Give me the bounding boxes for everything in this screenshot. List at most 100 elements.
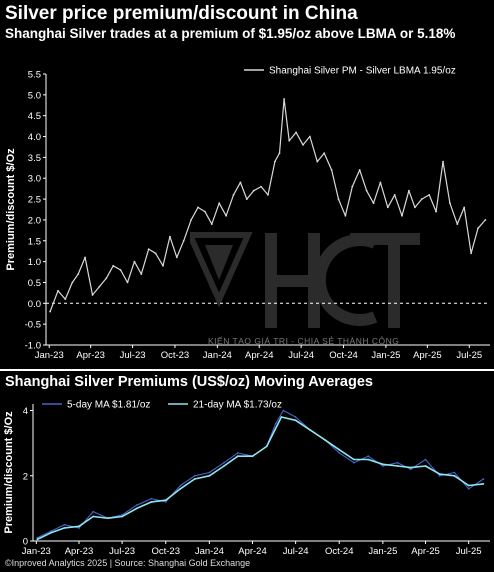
series-1-point xyxy=(36,536,39,539)
page-title: Silver price premium/discount in China xyxy=(5,3,358,24)
series-1-point xyxy=(50,530,52,533)
series-1-point xyxy=(225,214,228,217)
series-2-point xyxy=(467,484,470,487)
series-1-point xyxy=(218,202,221,205)
series-line-2 xyxy=(36,416,484,541)
series-1-point xyxy=(294,416,297,418)
series-2-point xyxy=(453,474,456,477)
series-1-point xyxy=(91,294,94,296)
series-1-point xyxy=(239,181,242,184)
series-2-point xyxy=(135,507,138,510)
series-2-point xyxy=(294,419,297,422)
source-footer: ©Inproved Analytics 2025 | Source: Shang… xyxy=(5,558,251,568)
x-tick-label: Oct-23 xyxy=(151,546,180,557)
series-2-point xyxy=(396,465,399,467)
series-2-point xyxy=(309,429,312,431)
legend-label: 5-day MA $1.81/oz xyxy=(67,400,150,411)
series-1-point xyxy=(282,409,285,412)
y-tick-label: 4.5 xyxy=(28,111,41,122)
x-tick-label: Jan-24 xyxy=(203,350,232,361)
series-2-point xyxy=(193,478,196,480)
series-1-point xyxy=(316,160,319,163)
series-1-point xyxy=(98,285,101,288)
series-2-point xyxy=(63,527,66,529)
x-tick-label: Oct-24 xyxy=(329,350,358,361)
series-1-point xyxy=(252,189,255,192)
series-1-point xyxy=(105,277,108,280)
series-1-point xyxy=(393,194,396,196)
series-1-point xyxy=(438,474,441,477)
x-tick-label: Jan-24 xyxy=(195,546,224,557)
series-2-point xyxy=(208,474,211,477)
series-1-point xyxy=(330,169,333,171)
series-2-point xyxy=(251,455,254,458)
x-tick-label: Jan-25 xyxy=(371,350,400,361)
premium-chart: -1.0 -0.5 0.0 0.5 1.0 1.5 2.0 2.5 3.0 3.5 4.0 4.5 5.… xyxy=(5,66,490,361)
series-1-point xyxy=(278,152,281,155)
x-tick-label: Jul-24 xyxy=(283,546,309,557)
series-1-point xyxy=(484,219,487,221)
y-axis-label: Premium/discount $/Oz xyxy=(3,411,15,534)
x-tick-label: Jul-23 xyxy=(109,546,135,557)
series-2-point xyxy=(179,487,182,490)
y-tick-label: 4 xyxy=(23,406,28,417)
y-tick-label: 2.5 xyxy=(28,195,41,206)
series-2-point xyxy=(223,465,225,467)
series-2-point xyxy=(121,515,123,518)
series-2-point xyxy=(424,465,427,467)
series-line-1 xyxy=(49,98,486,312)
x-tick-label: Jan-23 xyxy=(22,546,51,557)
series-1-point xyxy=(150,497,153,500)
watermark-tagline: KIẾN TẠO GIÁ TRỊ - CHIA SẺ THÀNH CÔNG xyxy=(208,336,400,346)
series-1-point xyxy=(353,461,355,464)
series-2-point xyxy=(367,458,370,461)
series-1-point xyxy=(190,219,193,221)
series-1-point xyxy=(204,210,206,213)
series-2-point xyxy=(36,538,39,541)
series-1-point xyxy=(323,152,326,155)
series-1-point xyxy=(302,144,304,146)
x-tick-label: Apr-24 xyxy=(238,546,267,557)
series-1-point xyxy=(365,189,368,192)
series-1-point xyxy=(92,510,95,513)
series-2-point xyxy=(353,458,355,461)
y-tick-label: 2.0 xyxy=(28,215,41,226)
series-2-point xyxy=(92,515,95,518)
series-1-point xyxy=(382,465,384,467)
hct-logo-icon xyxy=(190,232,420,328)
y-tick-label: 3.5 xyxy=(28,153,41,164)
series-1-point xyxy=(236,452,239,454)
series-1-point xyxy=(467,487,470,490)
series-2-point xyxy=(50,531,52,534)
x-tick-label: Apr-23 xyxy=(76,350,105,361)
series-1-point xyxy=(164,501,167,503)
series-2-point xyxy=(265,445,268,448)
y-tick-label: 2 xyxy=(23,471,28,482)
series-1-point xyxy=(337,198,340,201)
series-1-point xyxy=(435,210,437,213)
series-1-point xyxy=(482,478,485,480)
series-1-point xyxy=(309,135,311,138)
x-tick-label: Jul-23 xyxy=(120,350,146,361)
series-1-point xyxy=(245,198,248,201)
series-1-point xyxy=(442,160,444,163)
series-1-point xyxy=(267,194,269,196)
series-2-point xyxy=(324,439,326,441)
series-1-point xyxy=(470,252,472,255)
series-1-point xyxy=(379,181,382,184)
x-tick-label: Apr-25 xyxy=(411,546,440,557)
x-tick-label: Oct-23 xyxy=(161,350,190,361)
series-1-point xyxy=(274,422,277,425)
series-2-point xyxy=(236,455,239,458)
series-1-point xyxy=(84,256,86,259)
series-2-point xyxy=(280,416,283,418)
series-1-point xyxy=(162,264,164,267)
series-2-point xyxy=(482,483,485,485)
series-1-point xyxy=(64,298,67,300)
series-2-point xyxy=(409,466,412,469)
x-tick-label: Jan-25 xyxy=(368,546,397,557)
y-tick-label: 1.0 xyxy=(28,257,41,268)
series-2-point xyxy=(382,463,384,466)
series-1-point xyxy=(463,206,466,209)
